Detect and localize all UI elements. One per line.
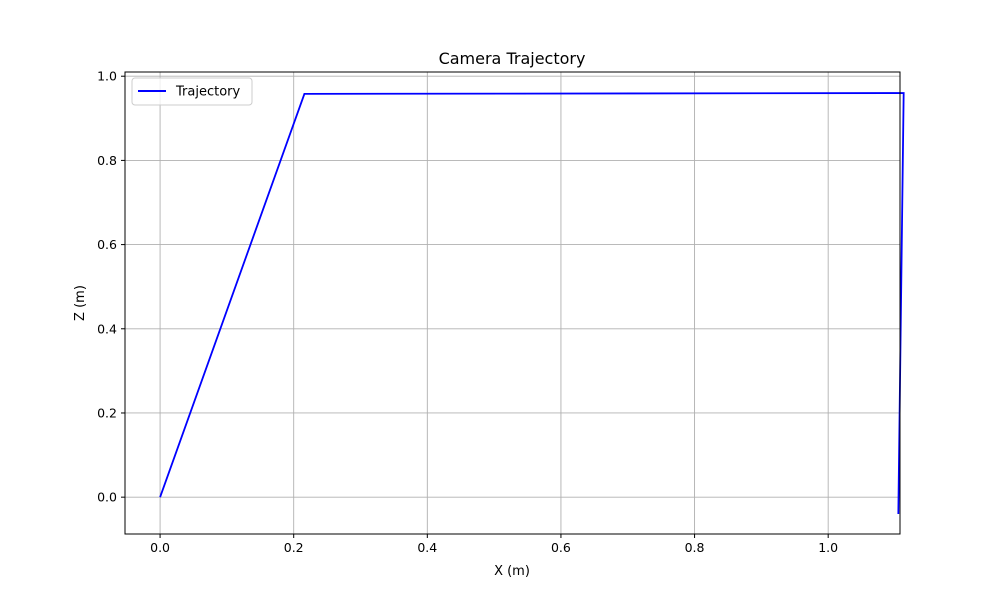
x-tick-label: 0.2 <box>284 540 304 555</box>
x-tick-label: 0.6 <box>551 540 571 555</box>
legend: Trajectory <box>131 77 253 106</box>
y-tick-label: 0.6 <box>97 237 117 252</box>
grid <box>125 72 900 534</box>
series-layer <box>159 92 905 515</box>
y-axis-label: Z (m) <box>73 285 88 321</box>
y-tick-label: 1.0 <box>97 69 117 84</box>
x-tick-label: 0.4 <box>417 540 437 555</box>
y-tick-label: 0.0 <box>97 490 117 505</box>
y-tick-label: 0.2 <box>97 405 117 420</box>
y-tick-label: 0.4 <box>97 321 117 336</box>
x-axis-label: X (m) <box>494 564 530 579</box>
chart-title: Camera Trajectory <box>439 49 586 68</box>
legend-box <box>131 77 253 106</box>
x-tick-label: 0.8 <box>685 540 705 555</box>
plot-frame <box>124 71 901 535</box>
x-tick-label: 1.0 <box>818 540 838 555</box>
x-tick-label: 0.0 <box>150 540 170 555</box>
legend-label-trajectory: Trajectory <box>175 85 240 100</box>
y-axis-ticks: 0.0 0.2 0.4 0.6 0.8 1.0 <box>97 69 125 505</box>
x-axis-ticks: 0.0 0.2 0.4 0.6 0.8 1.0 <box>150 534 838 555</box>
y-tick-label: 0.8 <box>97 153 117 168</box>
series-line-trajectory <box>159 92 905 515</box>
